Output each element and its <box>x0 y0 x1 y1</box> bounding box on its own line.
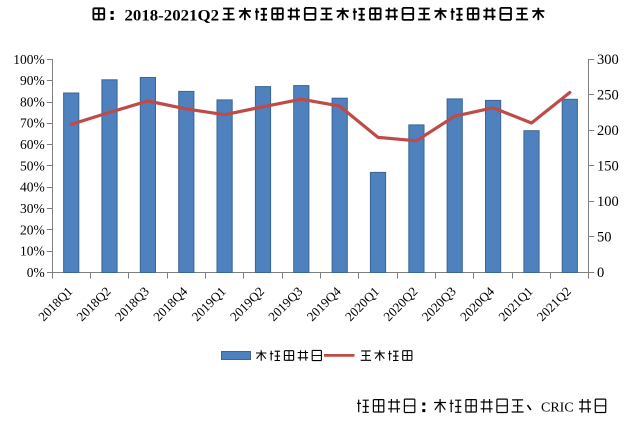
svg-text:150: 150 <box>597 159 619 175</box>
svg-text:0: 0 <box>597 265 604 281</box>
svg-text:100%: 100% <box>13 52 45 67</box>
svg-text:50%: 50% <box>20 158 45 173</box>
svg-text:80%: 80% <box>20 94 45 109</box>
svg-text:300: 300 <box>597 52 619 68</box>
svg-text:40%: 40% <box>20 180 45 195</box>
svg-text:0%: 0% <box>27 265 45 280</box>
svg-text:70%: 70% <box>20 116 45 131</box>
svg-text:2018-2021Q2: 2018-2021Q2 <box>125 7 220 24</box>
svg-text:90%: 90% <box>20 73 45 88</box>
svg-text:250: 250 <box>597 88 619 104</box>
svg-text:50: 50 <box>597 230 612 246</box>
svg-text:10%: 10% <box>20 244 45 259</box>
svg-text:60%: 60% <box>20 137 45 152</box>
svg-text:30%: 30% <box>20 201 45 216</box>
svg-text:200: 200 <box>597 123 619 139</box>
svg-text:100: 100 <box>597 194 619 210</box>
svg-text:CRIC: CRIC <box>541 400 574 415</box>
svg-text:20%: 20% <box>20 222 45 237</box>
